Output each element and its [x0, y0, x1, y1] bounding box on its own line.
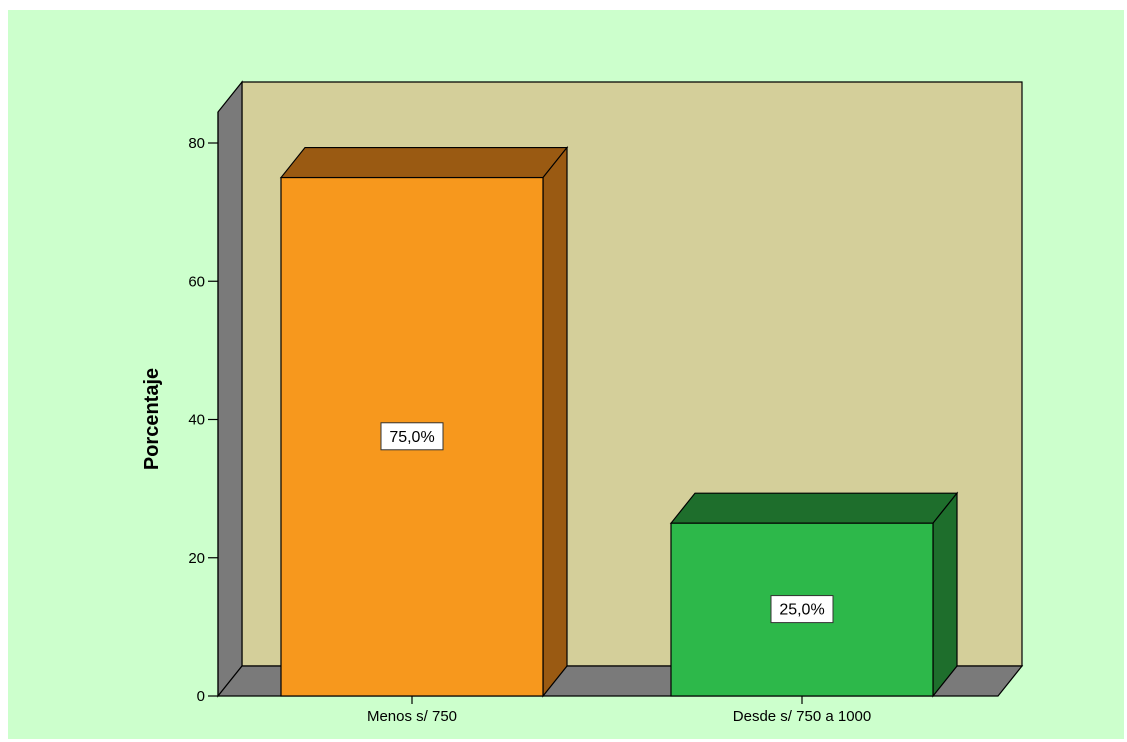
y-tick-label: 40: [188, 412, 205, 429]
data-label: 25,0%: [770, 595, 834, 624]
bar: 25,0%: [669, 491, 959, 698]
chart-container: Porcentaje 0 20 40 60 80 75,0% 25,0% Menos s/…: [8, 10, 1124, 739]
data-label-box: [770, 595, 834, 624]
side-wall: [217, 80, 243, 698]
y-tick-label: 60: [188, 273, 205, 290]
bar-side: [932, 491, 958, 698]
data-label-text: 25,0%: [779, 602, 824, 619]
bar-chart: Porcentaje 0 20 40 60 80 75,0% 25,0% Menos s/…: [8, 10, 1124, 739]
bar-top: [669, 492, 959, 524]
y-tick-label: 0: [197, 688, 205, 705]
bar-side: [542, 145, 568, 698]
bars: 75,0% 25,0%: [279, 145, 959, 698]
y-axis: 0 20 40 60 80: [188, 112, 219, 705]
y-tick-label: 20: [188, 550, 205, 567]
data-label: 75,0%: [380, 422, 444, 451]
x-tick-label: Desde s/ 750 a 1000: [733, 708, 871, 725]
data-label-box: [380, 422, 444, 451]
x-tick-label: Menos s/ 750: [367, 708, 457, 725]
y-axis-title: Porcentaje: [141, 368, 163, 470]
bar: 75,0%: [279, 145, 569, 698]
bar-top: [279, 146, 569, 179]
data-label-text: 75,0%: [389, 429, 434, 446]
y-tick-label: 80: [188, 135, 205, 152]
category-labels: Menos s/ 750 Desde s/ 750 a 1000: [367, 696, 871, 725]
